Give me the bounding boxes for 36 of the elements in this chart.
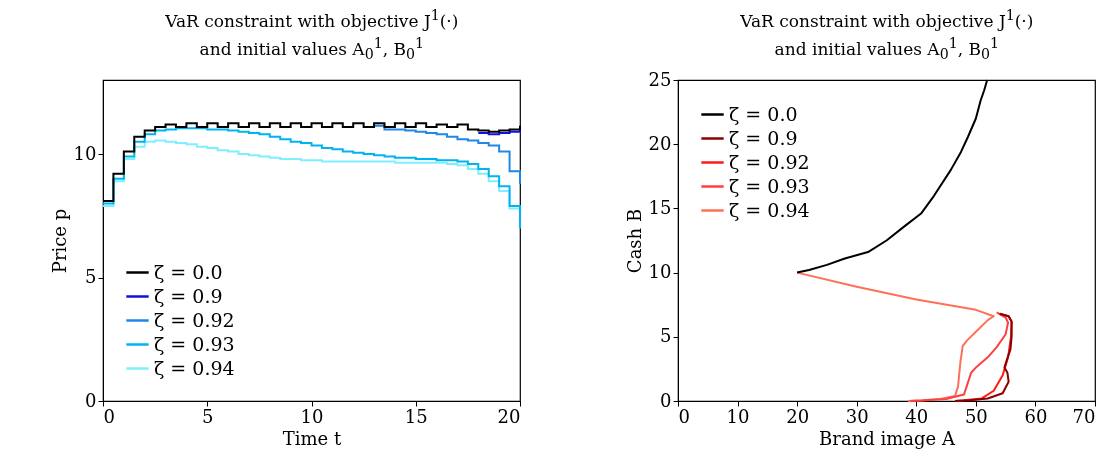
legend-label: ζ = 0.92 — [729, 150, 810, 173]
x-tick-label: 60 — [1024, 405, 1048, 427]
x-axis-title: Time t — [282, 427, 342, 449]
x-tick-label: 70 — [1072, 405, 1096, 427]
x-tick-label: 15 — [404, 405, 428, 427]
y-tick-label: 10 — [648, 261, 672, 283]
x-tick-label: 30 — [845, 405, 869, 427]
legend-label: ζ = 0.92 — [154, 308, 235, 331]
x-tick-label: 5 — [202, 405, 214, 427]
x-tick-label: 40 — [905, 405, 929, 427]
x-axis-title: Brand image A — [819, 427, 956, 449]
x-tick-label: 50 — [964, 405, 988, 427]
x-tick-label: 20 — [497, 405, 521, 427]
y-tick-label: 15 — [648, 196, 672, 218]
legend-label: ζ = 0.0 — [154, 260, 223, 283]
legend-label: ζ = 0.9 — [154, 284, 223, 307]
legend-label: ζ = 0.94 — [729, 198, 810, 221]
x-tick-label: 10 — [300, 405, 324, 427]
y-tick-label: 0 — [660, 389, 672, 411]
y-axis-title: Cash B — [623, 208, 645, 274]
y-axis-title: Price p — [48, 208, 70, 274]
y-tick-label: 20 — [648, 132, 672, 154]
x-tick-label: 10 — [726, 405, 750, 427]
y-tick-label: 5 — [85, 266, 97, 288]
legend-label: ζ = 0.0 — [729, 102, 798, 125]
legend-label: ζ = 0.93 — [154, 332, 235, 355]
legend-label: ζ = 0.93 — [729, 174, 810, 197]
x-tick-label: 20 — [786, 405, 810, 427]
y-tick-label: 0 — [85, 389, 97, 411]
x-tick-label: 0 — [103, 405, 115, 427]
legend-label: ζ = 0.9 — [729, 126, 798, 149]
y-tick-label: 5 — [660, 325, 672, 347]
x-tick-label: 0 — [678, 405, 690, 427]
y-tick-label: 10 — [73, 142, 97, 164]
legend-label: ζ = 0.94 — [154, 356, 235, 379]
y-tick-label: 25 — [648, 68, 672, 90]
